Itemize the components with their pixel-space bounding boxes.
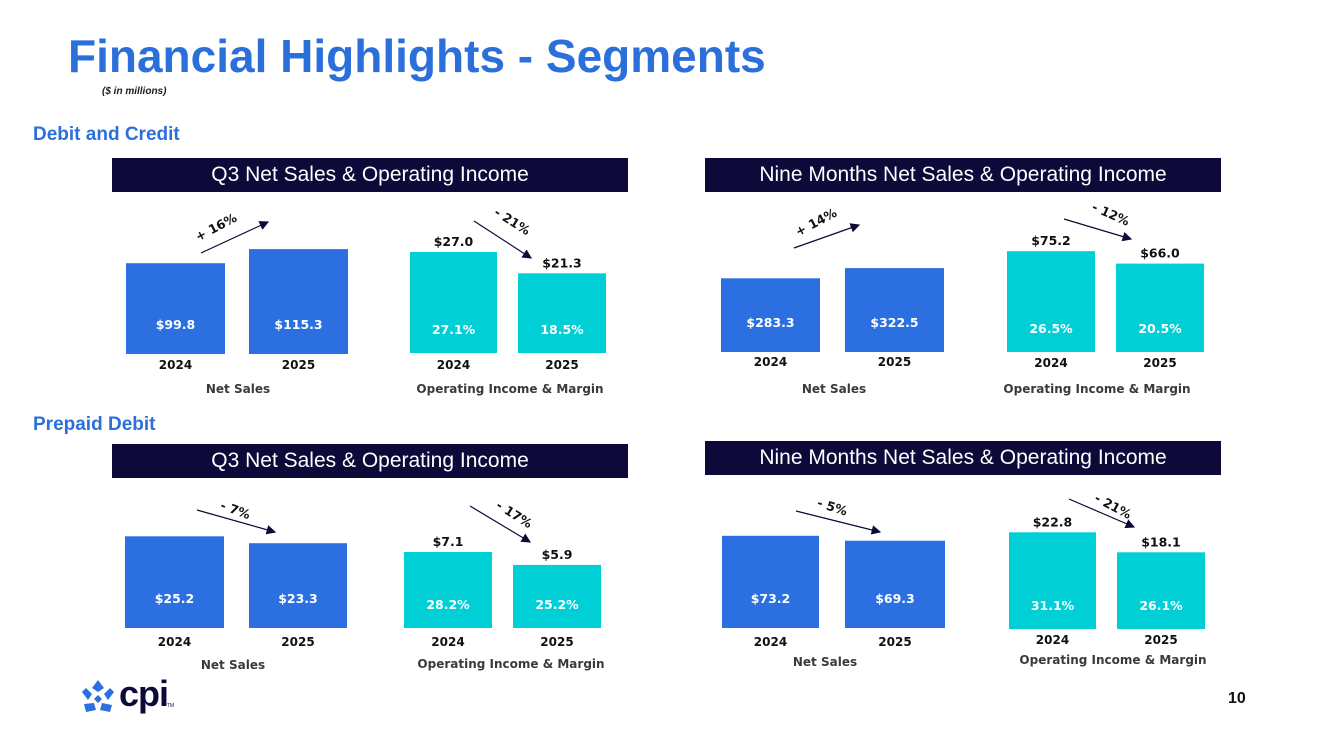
header-q3-prepaid: Q3 Net Sales & Operating Income [112,444,628,478]
tick-label: 2024 [431,635,464,649]
units-note: ($ in millions) [102,86,167,97]
tick-label: 2025 [545,358,578,372]
section-label-prepaid-debit: Prepaid Debit [33,414,156,435]
data-label: $115.3 [274,317,322,332]
change-arrow-icon [795,510,882,535]
data-label: $7.1 [433,534,464,549]
logo-text: cpi [119,673,169,714]
tick-label: 2025 [1143,356,1176,370]
data-label: $5.9 [542,547,573,562]
bar-2025 [518,273,606,353]
bar-2025 [249,543,347,628]
axis-label: Net Sales [206,382,270,396]
change-arrow-icon [473,220,533,259]
data-label: $322.5 [870,315,918,330]
bar-2024 [126,263,225,354]
data-label: $25.2 [155,591,195,606]
change-arrow-icon [1063,218,1133,242]
change-label: - 21% [1092,490,1134,522]
tick-label: 2024 [1036,633,1069,647]
axis-label: Operating Income & Margin [416,382,603,396]
cpi-logo-mark-icon [82,680,114,712]
tick-label: 2024 [159,358,192,372]
tick-label: 2025 [282,358,315,372]
margin-label: 20.5% [1138,321,1182,336]
header-nine-months-prepaid: Nine Months Net Sales & Operating Income [705,441,1221,475]
bar-2025 [845,268,944,352]
data-label: $27.0 [434,234,474,249]
bar-2025 [1116,263,1204,352]
tick-label: 2025 [1144,633,1177,647]
page-number: 10 [1228,690,1246,707]
data-label: $283.3 [746,315,794,330]
bar-2025 [845,540,945,628]
tick-label: 2025 [540,635,573,649]
tick-label: 2025 [878,635,911,649]
margin-label: 26.5% [1029,321,1073,336]
bar-2024 [721,278,820,352]
data-label: $66.0 [1140,246,1180,261]
tick-label: 2024 [754,635,787,649]
data-label: $75.2 [1031,233,1071,248]
data-label: $73.2 [751,591,791,606]
margin-label: 26.1% [1139,598,1183,613]
tick-label: 2024 [754,355,787,369]
data-label: $21.3 [542,255,582,270]
bar-2025 [513,564,601,628]
data-label: $18.1 [1141,534,1181,549]
change-arrow-icon [469,505,532,543]
bar-2024 [1007,251,1095,352]
axis-label: Net Sales [802,382,866,396]
tick-label: 2024 [437,358,470,372]
change-label: - 21% [492,204,534,238]
change-label: - 7% [219,497,253,522]
change-label: - 12% [1090,199,1133,229]
logo-trademark: TM [167,703,175,709]
data-label: $99.8 [156,317,196,332]
page-title: Financial Highlights - Segments [68,30,766,82]
tick-label: 2025 [878,355,911,369]
axis-label: Operating Income & Margin [1003,382,1190,396]
axis-label: Operating Income & Margin [1019,653,1206,667]
change-arrow-icon [196,509,277,535]
tick-label: 2024 [1034,356,1067,370]
change-label: - 5% [815,495,849,519]
margin-label: 31.1% [1031,598,1075,613]
margin-label: 18.5% [540,322,584,337]
bar-2024 [722,535,819,628]
margin-label: 27.1% [432,322,476,337]
change-arrow-icon [793,223,861,249]
data-label: $22.8 [1033,514,1073,529]
axis-label: Net Sales [793,655,857,669]
axis-label: Net Sales [201,658,265,672]
header-nine-months-debit-credit: Nine Months Net Sales & Operating Income [705,158,1221,192]
bar-2024 [125,536,224,628]
bar-2024 [404,552,492,628]
section-label-debit-credit: Debit and Credit [33,124,180,145]
bar-2025 [249,249,348,354]
tick-label: 2024 [158,635,191,649]
tick-label: 2025 [281,635,314,649]
bar-2024 [410,252,497,353]
margin-label: 25.2% [535,597,579,612]
data-label: $69.3 [875,591,915,606]
cpi-logo: cpi TM [79,673,179,719]
change-label: - 17% [494,497,536,531]
bar-2024 [1009,532,1096,629]
bar-2025 [1117,552,1205,629]
change-arrow-icon [1068,498,1136,529]
change-arrow-icon [200,221,270,254]
margin-label: 28.2% [426,597,470,612]
data-label: $23.3 [278,591,318,606]
axis-label: Operating Income & Margin [417,657,604,671]
header-q3-debit-credit: Q3 Net Sales & Operating Income [112,158,628,192]
